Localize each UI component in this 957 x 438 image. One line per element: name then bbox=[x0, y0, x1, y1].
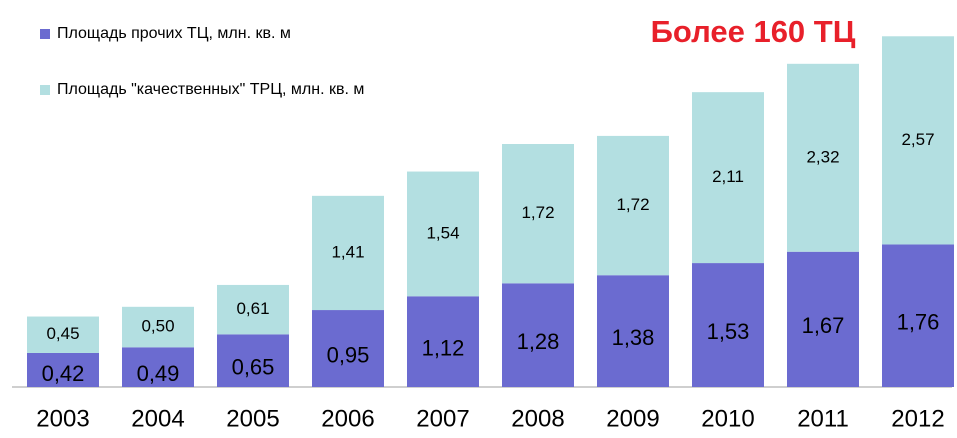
bar-segment bbox=[217, 334, 289, 387]
value-label: 1,72 bbox=[521, 203, 554, 222]
value-label: 0,42 bbox=[42, 361, 85, 386]
value-label: 1,53 bbox=[707, 319, 750, 344]
value-label: 2,32 bbox=[806, 147, 839, 166]
bar-segment bbox=[787, 63, 859, 252]
x-tick-label: 2004 bbox=[131, 405, 184, 432]
bar-segment bbox=[787, 251, 859, 387]
x-tick-label: 2009 bbox=[606, 405, 659, 432]
value-label: 1,76 bbox=[897, 310, 940, 335]
value-label: 2,11 bbox=[712, 167, 744, 186]
bar-segment bbox=[217, 284, 289, 335]
value-label: 1,12 bbox=[422, 335, 465, 360]
x-tick-label: 2005 bbox=[226, 405, 279, 432]
bar-segment bbox=[597, 135, 669, 276]
legend-swatch bbox=[40, 29, 50, 39]
value-label: 0,65 bbox=[232, 354, 275, 379]
x-tick-label: 2012 bbox=[891, 405, 944, 432]
legend-label: Площадь прочих ТЦ, млн. кв. м bbox=[57, 25, 291, 42]
bar-segment bbox=[692, 92, 764, 264]
bar-segment bbox=[27, 352, 99, 387]
bar-segment bbox=[692, 263, 764, 387]
value-label: 0,61 bbox=[236, 299, 269, 318]
x-tick-label: 2010 bbox=[701, 405, 754, 432]
bar-segment bbox=[122, 347, 194, 387]
bar-segment bbox=[312, 195, 384, 311]
value-label: 0,95 bbox=[327, 342, 370, 367]
value-label: 1,72 bbox=[616, 195, 649, 214]
x-tick-label: 2006 bbox=[321, 405, 374, 432]
value-label: 1,28 bbox=[517, 329, 560, 354]
bar-segment bbox=[597, 275, 669, 387]
x-tick-label: 2003 bbox=[36, 405, 89, 432]
value-label: 1,38 bbox=[612, 325, 655, 350]
value-label: 1,54 bbox=[426, 223, 459, 242]
value-label: 0,45 bbox=[46, 324, 79, 343]
bar-segment bbox=[407, 296, 479, 387]
annotation: Более 160 ТЦ bbox=[651, 14, 856, 49]
bar-segment bbox=[882, 36, 954, 245]
value-label: 0,50 bbox=[141, 317, 174, 336]
bar-segment bbox=[407, 171, 479, 297]
value-label: 0,49 bbox=[137, 361, 180, 386]
bar-segment bbox=[882, 244, 954, 387]
value-label: 1,67 bbox=[802, 313, 845, 338]
bar-segment bbox=[27, 316, 99, 353]
value-label: 2,57 bbox=[901, 130, 934, 149]
x-tick-label: 2011 bbox=[797, 405, 849, 432]
legend-swatch bbox=[40, 85, 50, 95]
x-tick-label: 2008 bbox=[511, 405, 564, 432]
x-tick-label: 2007 bbox=[416, 405, 469, 432]
legend-label: Площадь "качественных" ТРЦ, млн. кв. м bbox=[57, 81, 364, 98]
bar-segment bbox=[502, 283, 574, 387]
bar-segment bbox=[122, 306, 194, 348]
value-label: 1,41 bbox=[331, 242, 364, 261]
bar-segment bbox=[312, 310, 384, 387]
bar-segment bbox=[502, 144, 574, 284]
